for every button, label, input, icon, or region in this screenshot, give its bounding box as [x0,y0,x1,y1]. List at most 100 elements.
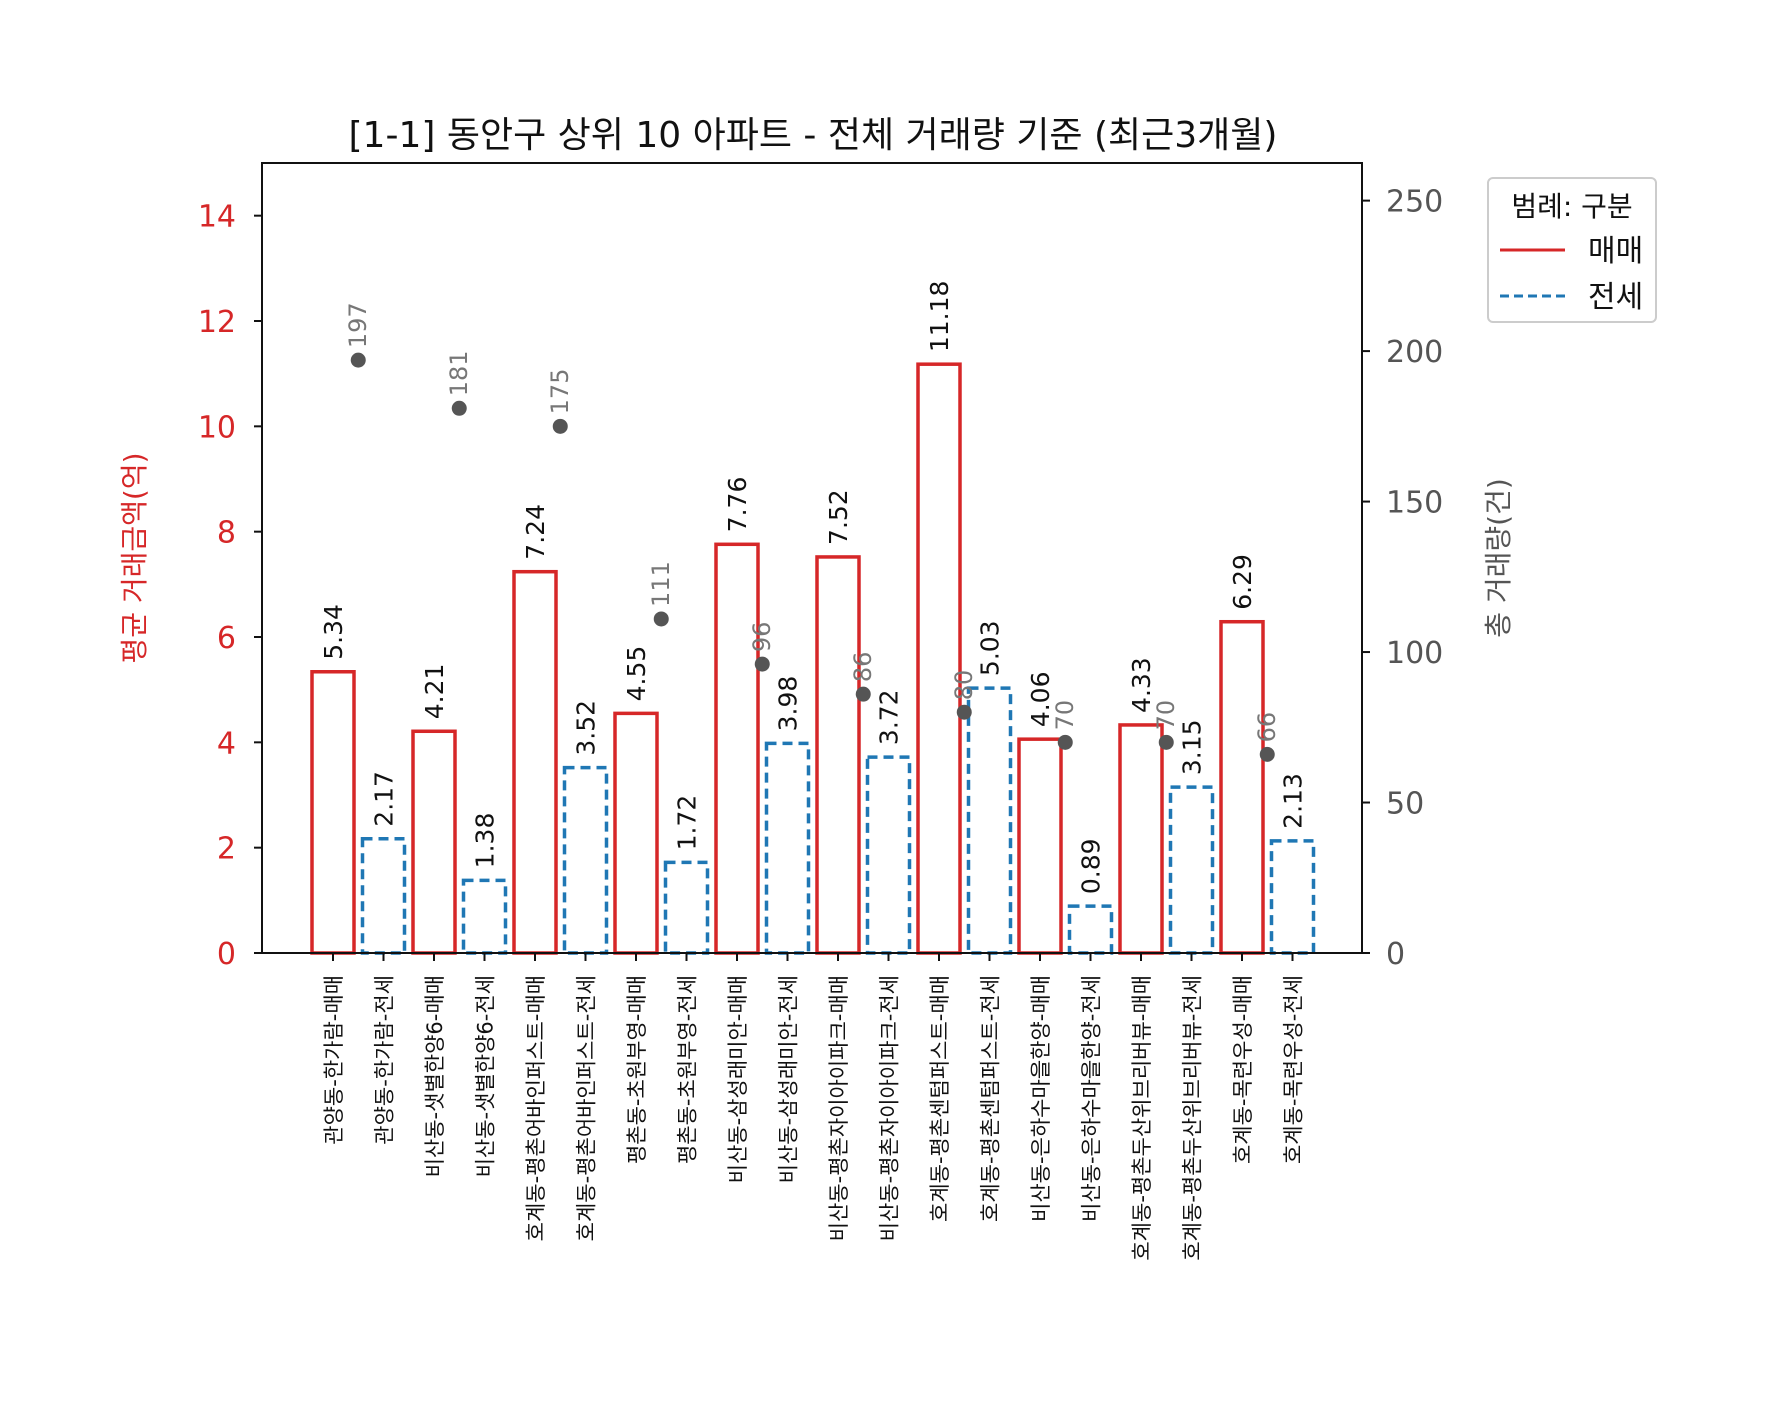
sale-bar [815,555,861,955]
sale-bar [411,729,457,955]
bar-value-label: 2.17 [370,771,399,827]
right-y-tick-label: 50 [1386,787,1424,822]
volume-dot-label: 86 [849,652,877,683]
volume-dot [754,656,770,672]
bar-value-label: 7.76 [723,477,752,533]
jeonse-bar [1269,839,1316,955]
plot-frame [261,162,1363,954]
bar-value-label: 5.03 [976,620,1005,676]
jeonse-bar [1168,785,1215,955]
legend-sale-label: 매매 [1588,234,1643,269]
right-y-tick-label: 150 [1386,486,1443,521]
sale-bar [916,362,962,955]
right-axis-label: 총 거래량(건) [1482,478,1515,638]
legend-frame [1487,177,1657,323]
left-y-tick-label: 2 [217,832,236,867]
bar-value-label: 2.13 [1279,773,1308,829]
bar-value-label: 7.24 [521,504,550,560]
bar-value-label: 4.33 [1127,657,1156,713]
volume-dot-label: 96 [748,622,776,653]
left-y-tick-label: 8 [217,516,236,551]
x-axis-ticks: 관양동-한가람-매매 관양동-한가람-전세 비산동-샛별한양6-매매 비산동-샛별한양… [322,953,1306,1261]
left-y-tick-label: 10 [198,410,236,445]
volume-dot [653,611,669,627]
jeonse-bar [663,860,710,955]
left-y-tick-label: 12 [198,305,236,340]
bar-value-label: 5.34 [319,604,348,660]
volume-dot-label: 70 [1152,700,1180,731]
sale-bar [714,542,760,955]
bar-value-label: 11.18 [925,281,954,353]
x-tick-label: 호계동-평촌두산위브리버뷰-전세 [1181,975,1205,1261]
bar-value-label: 1.72 [673,795,702,851]
x-tick-label: 비산동-샛별한양6-전세 [474,975,498,1177]
x-tick-label: 비산동-은하수마을한양-매매 [1029,975,1053,1222]
left-y-tick-label: 14 [198,200,236,235]
x-tick-label: 평촌동-초원부영-전세 [676,975,700,1164]
x-tick-label: 호계동-평촌어바인퍼스트-전세 [575,975,599,1241]
bar-value-label: 7.52 [824,489,853,545]
volume-dot-label: 111 [647,561,675,607]
jeonse-bar [1067,904,1114,955]
bar-value-label: 3.52 [572,700,601,756]
x-tick-label: 비산동-은하수마을한양-전세 [1080,975,1104,1222]
left-y-tick-label: 4 [217,726,236,761]
bar-value-label: 3.98 [774,676,803,732]
right-y-tick-label: 250 [1386,185,1443,220]
volume-dot-label: 70 [1051,700,1079,731]
bar-value-label: 0.89 [1077,838,1106,894]
volume-dot [1259,746,1275,762]
volume-dot [1057,734,1073,750]
x-tick-label: 호계동-평촌센텀퍼스트-매매 [928,975,952,1222]
x-tick-label: 호계동-목련우성-매매 [1231,975,1255,1164]
volume-dot-label: 175 [546,369,574,415]
sale-bar [1017,737,1063,955]
x-tick-label: 평촌동-초원부영-매매 [625,975,649,1164]
bar-value-label: 3.72 [875,689,904,745]
volume-dot [350,352,366,368]
x-tick-label: 비산동-평촌자이아이파크-매매 [827,975,851,1241]
bar-value-label: 3.15 [1178,719,1207,775]
volume-dot-label: 80 [950,670,978,701]
left-y-tick-label: 6 [217,621,236,656]
volume-dot [1158,734,1174,750]
x-tick-label: 관양동-한가람-전세 [373,975,397,1145]
jeonse-bar [764,741,811,955]
sale-bar [310,670,356,955]
volume-dot-label: 181 [445,350,473,396]
volume-dot-label: 66 [1253,712,1281,743]
chart-title: [1-1] 동안구 상위 10 아파트 - 전체 거래량 기준 (최근3개월) [349,115,1278,156]
x-tick-label: 비산동-삼성래미안-전세 [777,975,801,1183]
volume-dot [855,686,871,702]
x-tick-label: 비산동-평촌자이아이파크-전세 [878,975,902,1241]
bar-value-label: 1.38 [471,813,500,869]
jeonse-bar [461,878,508,955]
jeonse-bar [562,765,609,955]
left-axis-label: 평균 거래금액(억) [118,452,151,663]
bar-value-label: 6.29 [1228,554,1257,610]
right-y-tick-label: 0 [1386,937,1405,972]
sale-bar [613,711,659,955]
left-y-axis: 0 2 4 6 8 10 12 14 [198,200,262,972]
left-y-tick-label: 0 [217,937,236,972]
sale-bar [1118,723,1164,955]
sale-bar [512,569,558,955]
volume-dot [956,704,972,720]
volume-dot [552,418,568,434]
bar-value-label: 4.06 [1026,672,1055,728]
x-tick-label: 호계동-평촌센텀퍼스트-전세 [979,975,1003,1222]
legend-jeonse-label: 전세 [1588,280,1643,315]
right-y-tick-label: 100 [1386,636,1443,671]
volume-dot [451,400,467,416]
x-tick-label: 호계동-평촌두산위브리버뷰-매매 [1130,975,1154,1261]
x-tick-label: 비산동-샛별한양6-매매 [423,975,447,1177]
legend: 범례: 구분 매매 전세 [1487,177,1657,323]
x-tick-label: 관양동-한가람-매매 [322,975,346,1145]
right-y-tick-label: 200 [1386,335,1443,370]
x-tick-label: 비산동-삼성래미안-매매 [726,975,750,1183]
jeonse-bar [966,686,1013,955]
sale-bar [1219,619,1265,955]
x-tick-label: 호계동-목련우성-전세 [1282,975,1306,1164]
jeonse-bar [865,755,912,955]
